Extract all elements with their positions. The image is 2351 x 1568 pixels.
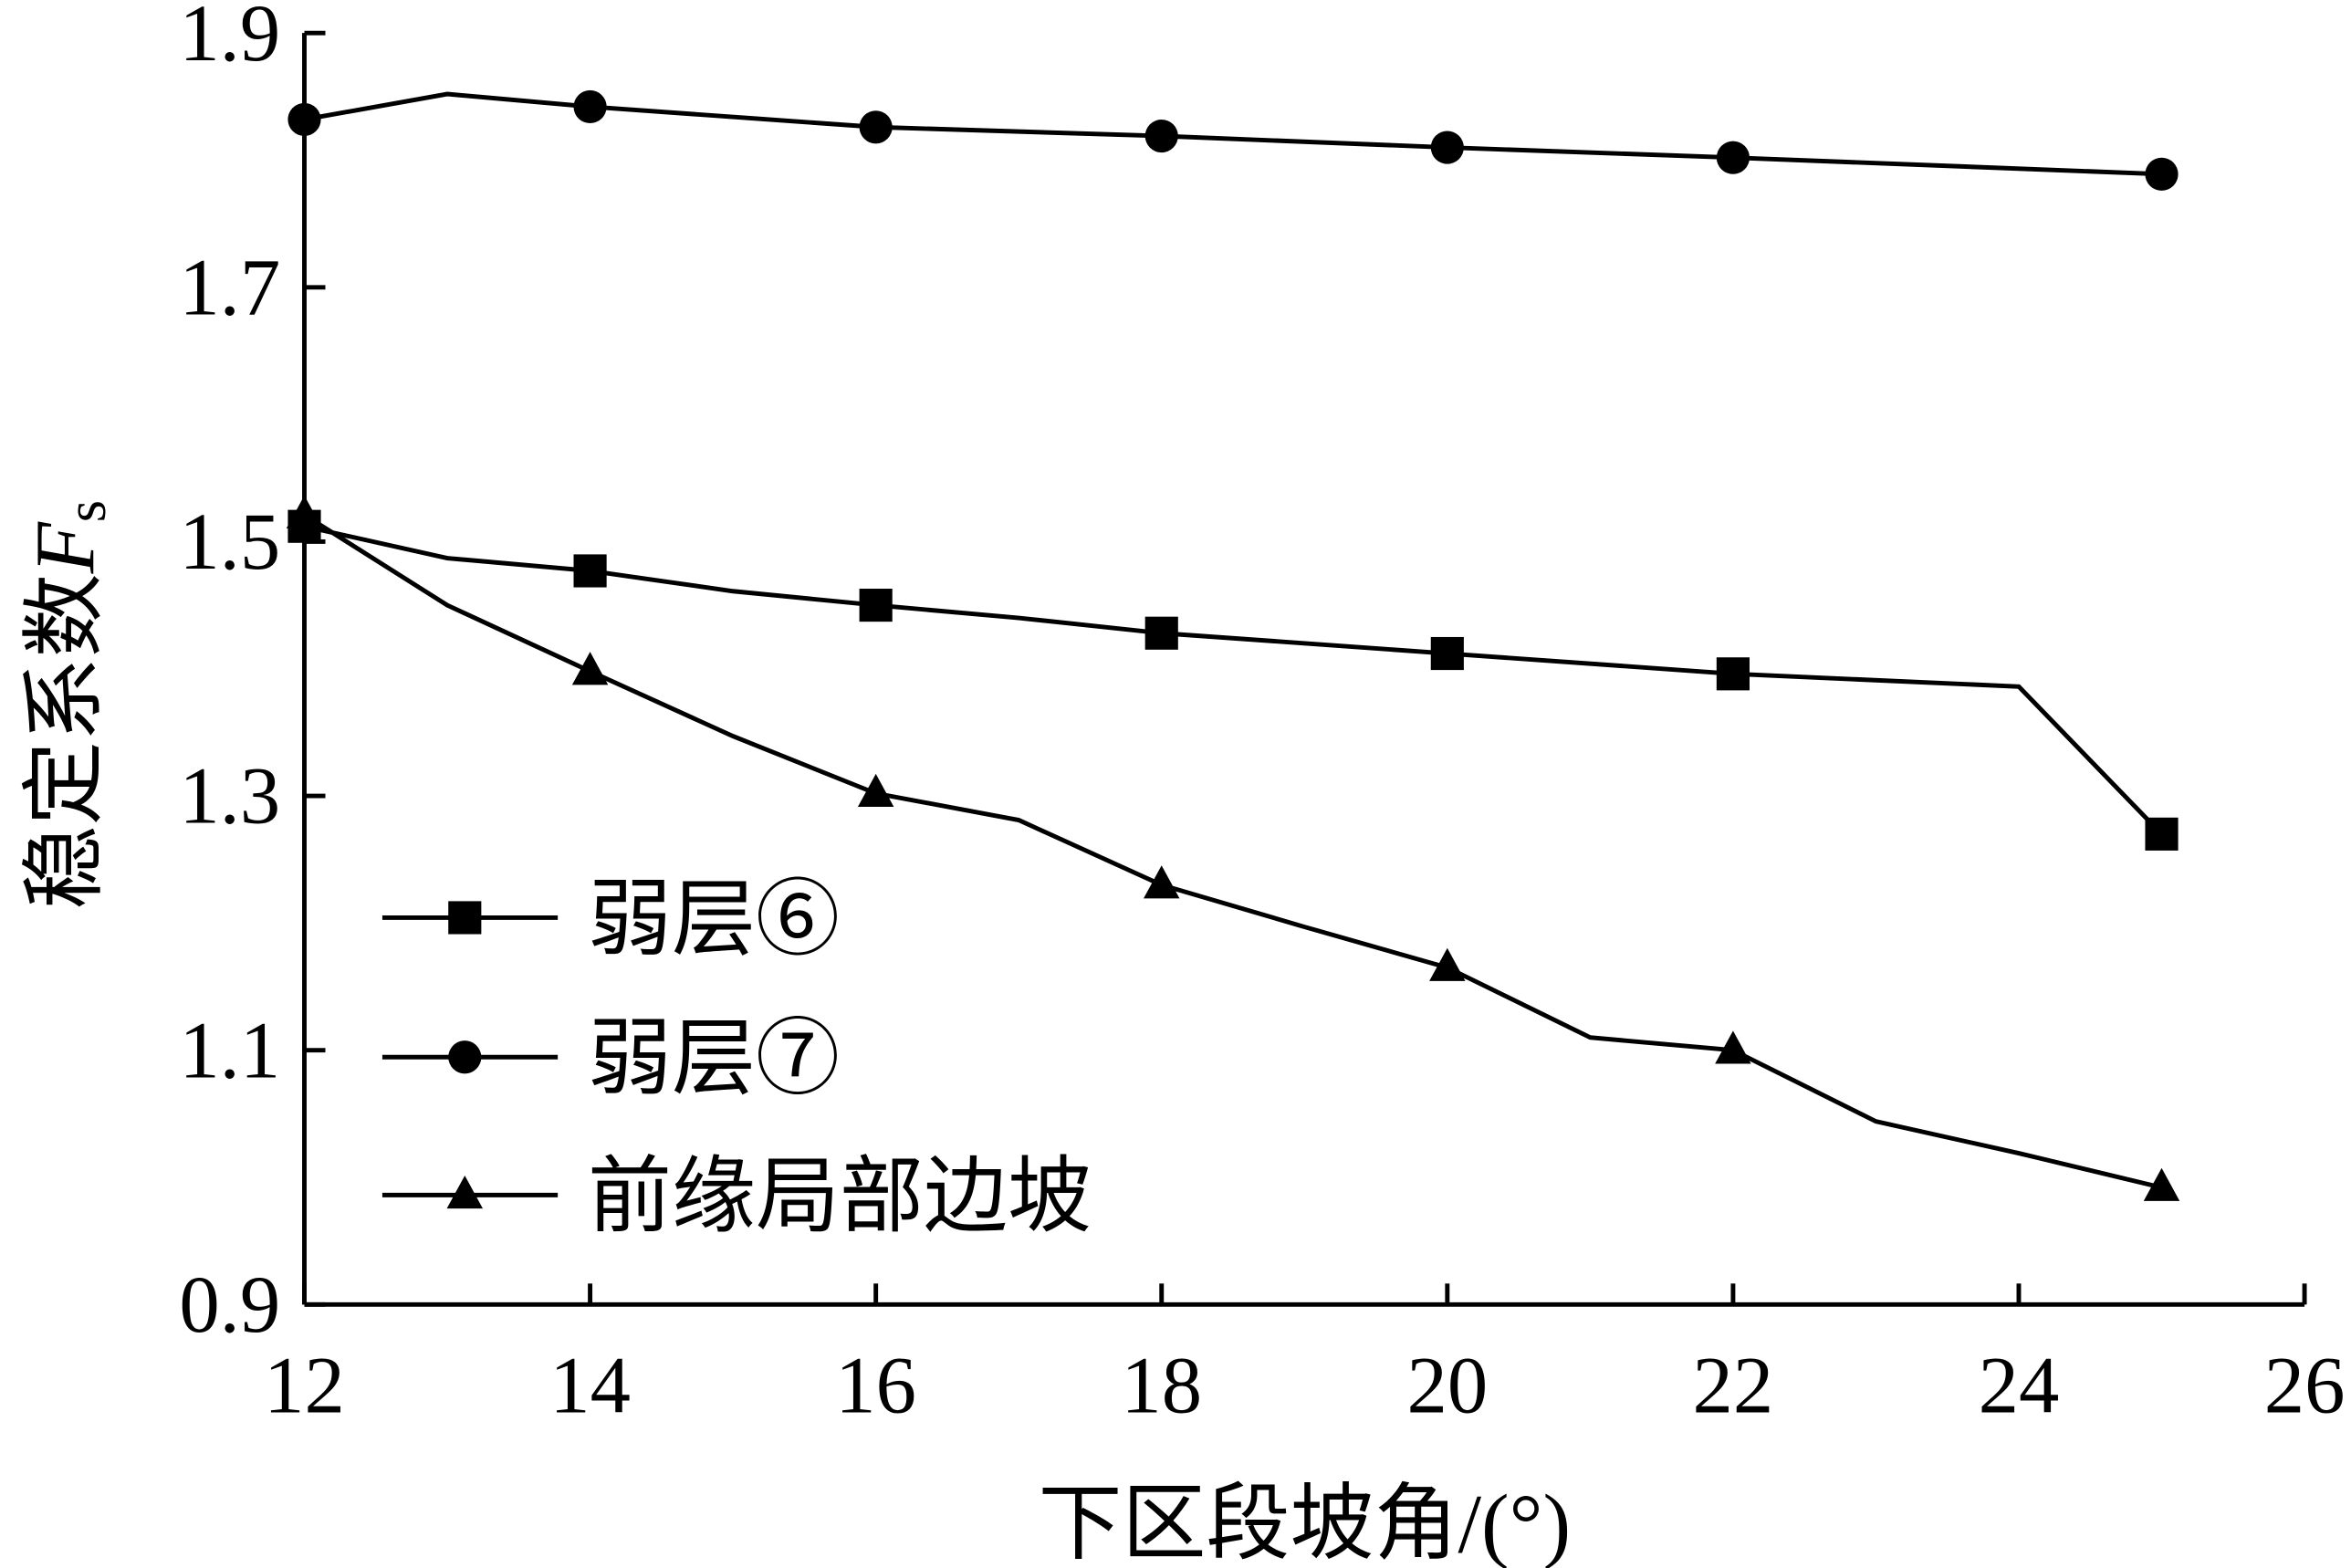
series-line xyxy=(303,524,2164,836)
data-point-triangle xyxy=(2143,1167,2180,1201)
legend-label: 前缘局部边坡 xyxy=(588,1150,1092,1243)
legend-label: 弱层⑦ xyxy=(588,1012,840,1105)
y-axis-label-symbol: F xyxy=(18,521,111,574)
y-tick-label: 1.3 xyxy=(179,752,280,841)
y-tick-label: 1.1 xyxy=(179,1006,280,1095)
x-tick-label: 22 xyxy=(1693,1342,1774,1431)
legend-label: 弱层⑥ xyxy=(588,873,840,966)
y-tick-label: 1.7 xyxy=(179,243,280,332)
x-tick-label: 18 xyxy=(1121,1342,1202,1431)
legend-item: 弱层⑥ xyxy=(381,873,840,966)
legend-marker-square xyxy=(448,901,482,935)
data-point-circle xyxy=(573,89,607,124)
x-tick-label: 14 xyxy=(549,1342,631,1431)
y-axis-label-text: 稳定系数 xyxy=(18,573,111,909)
axes xyxy=(302,33,2305,1307)
data-point-square xyxy=(1716,657,1750,691)
x-tick-label: 20 xyxy=(1406,1342,1488,1431)
legend: 弱层⑥ 弱层⑦ 前缘局部边坡 xyxy=(381,873,1092,1243)
x-tick-label: 24 xyxy=(1979,1342,2060,1431)
legend-marker-triangle xyxy=(446,1176,483,1209)
legend-marker-circle xyxy=(448,1040,482,1074)
data-point-square xyxy=(2145,817,2179,851)
data-point-square xyxy=(1144,616,1178,650)
data-point-circle xyxy=(287,102,321,136)
data-point-circle xyxy=(859,110,893,144)
data-point-square xyxy=(1430,636,1464,671)
data-point-square xyxy=(859,589,893,622)
data-point-circle xyxy=(1430,131,1464,164)
series-triangle xyxy=(286,495,2180,1201)
data-point-triangle xyxy=(1715,1030,1751,1064)
data-point-triangle xyxy=(571,652,609,685)
y-axis-label-sub: s xyxy=(54,500,118,522)
legend-item: 前缘局部边坡 xyxy=(381,1150,1092,1243)
data-point-circle xyxy=(1144,119,1178,153)
x-axis-label: 下区段坡角/(°) xyxy=(1038,1477,1571,1568)
y-axis-label: 稳定系数Fs xyxy=(18,500,118,910)
series-circle xyxy=(287,89,2179,191)
series-line xyxy=(303,513,2163,1190)
series-line xyxy=(304,91,2162,177)
data-point-circle xyxy=(1716,141,1750,174)
series-square xyxy=(287,509,2179,851)
y-tick-label: 0.9 xyxy=(179,1260,280,1350)
data-point-triangle xyxy=(1429,947,1466,981)
data-point-triangle xyxy=(286,495,323,528)
legend-item: 弱层⑦ xyxy=(381,1012,840,1105)
data-point-square xyxy=(573,554,607,588)
data-point-triangle xyxy=(857,773,894,808)
data-point-triangle xyxy=(1144,865,1180,899)
x-tick-label: 16 xyxy=(835,1342,916,1431)
data-point-circle xyxy=(2145,157,2179,191)
y-tick-label: 1.5 xyxy=(179,497,280,587)
x-tick-label: 12 xyxy=(264,1342,345,1431)
x-tick-label: 26 xyxy=(2264,1342,2346,1431)
y-tick-label: 1.9 xyxy=(179,0,280,78)
